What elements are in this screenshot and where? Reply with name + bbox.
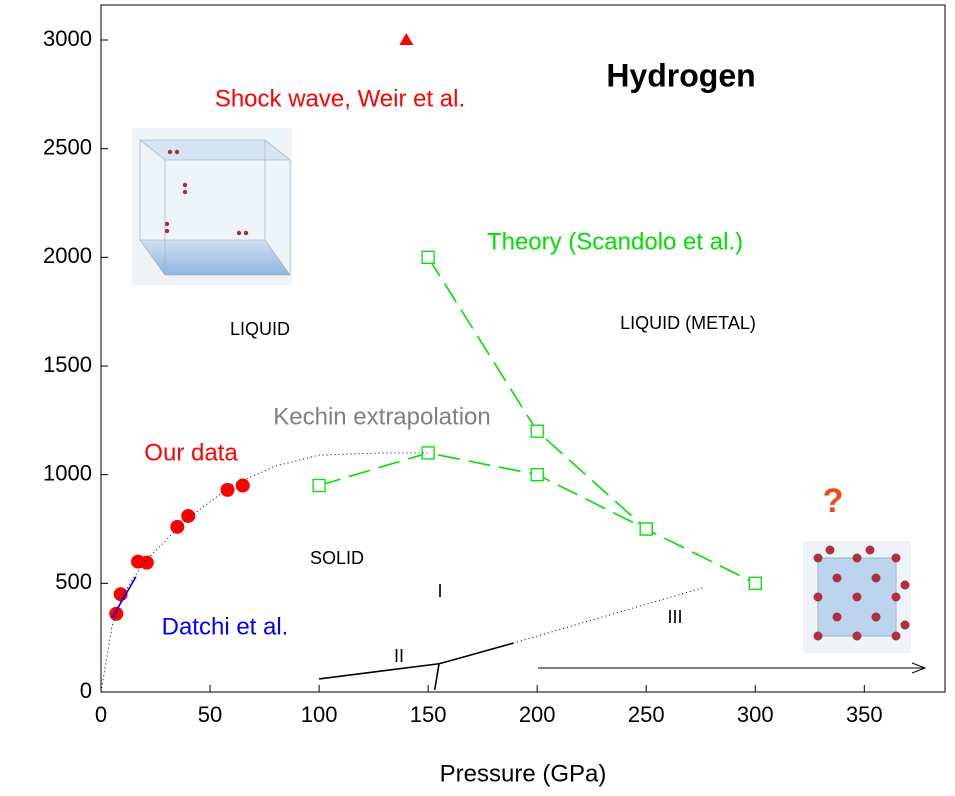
data-point — [421, 250, 435, 264]
x-tick-label: 300 — [737, 702, 774, 727]
chart-title: Hydrogen — [606, 57, 755, 93]
data-point — [530, 424, 544, 438]
x-tick-label: 150 — [410, 702, 447, 727]
series-line — [433, 663, 440, 690]
data-point — [220, 482, 235, 497]
data-point — [530, 468, 544, 482]
y-tick-label: 1000 — [43, 460, 92, 485]
series-label: Theory (Scandolo et al.) — [487, 228, 743, 255]
y-tick-label: 2000 — [43, 243, 92, 268]
y-tick-label: 500 — [55, 569, 92, 594]
plot-frame — [100, 4, 946, 693]
series-label: Datchi et al. — [162, 613, 289, 640]
series-line — [100, 452, 429, 693]
y-tick-label: 3000 — [43, 26, 92, 51]
x-tick-label: 100 — [301, 702, 338, 727]
data-point — [235, 478, 250, 493]
x-tick-label: 200 — [519, 702, 556, 727]
arrow-head — [911, 662, 927, 674]
data-point — [748, 576, 762, 590]
series-label: Kechin extrapolation — [273, 403, 490, 430]
series-label: Our data — [144, 439, 238, 466]
data-point — [181, 508, 196, 523]
annotation: I — [437, 581, 442, 601]
series-line — [318, 642, 514, 680]
y-tick-label: 0 — [80, 678, 92, 703]
data-point — [399, 32, 414, 45]
y-tick-label: 1500 — [43, 352, 92, 377]
data-point — [421, 446, 435, 460]
annotation: LIQUID (METAL) — [620, 313, 756, 333]
series-label: Shock wave, Weir et al. — [215, 85, 465, 112]
x-tick-label: 250 — [628, 702, 665, 727]
data-point — [312, 478, 326, 493]
annotation: SOLID — [310, 548, 364, 568]
annotation: II — [394, 646, 404, 666]
data-point — [139, 555, 154, 570]
solid-illustration — [803, 541, 911, 653]
x-tick-label: 50 — [198, 702, 222, 727]
annotation: III — [667, 607, 682, 627]
data-point — [170, 519, 185, 534]
x-tick-label: 0 — [95, 702, 107, 727]
data-point — [639, 522, 653, 536]
liquid-illustration — [132, 128, 292, 285]
y-tick-label: 2500 — [43, 134, 92, 159]
annotation: ? — [823, 482, 844, 520]
series-line — [111, 576, 137, 619]
x-axis-label: Pressure (GPa) — [440, 760, 607, 787]
series-line — [318, 256, 756, 585]
x-tick-label: 350 — [846, 702, 883, 727]
annotation: LIQUID — [230, 319, 290, 339]
data-point — [109, 606, 124, 621]
